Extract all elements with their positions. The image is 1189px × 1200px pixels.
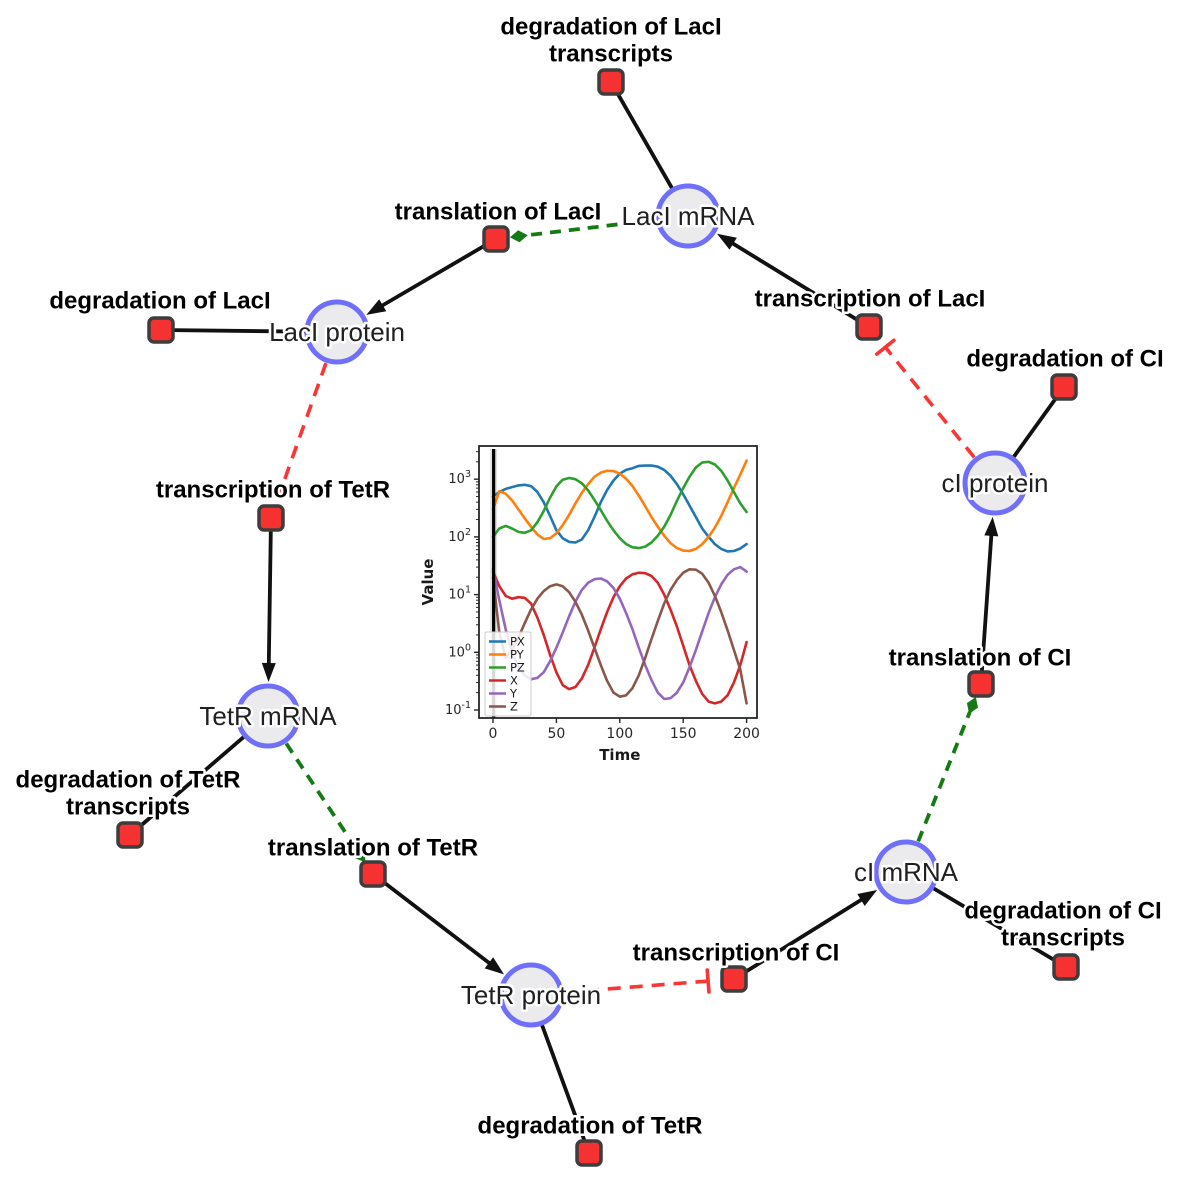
labels-layer: LacI mRNA LacI protein cI protein TetR mRNA… bbox=[13, 11, 1166, 1142]
species-node-ci-mrna bbox=[873, 839, 939, 905]
species-node-laci-protein bbox=[304, 299, 370, 365]
x-tick-label-100: 100 bbox=[606, 726, 633, 742]
edge-production-transcription-of-laci-to-laci-mrna bbox=[716, 233, 870, 329]
inhibition-tee-icon bbox=[874, 338, 896, 356]
reaction-label-transcription-of-laci-line1: transcription of LacI bbox=[755, 286, 986, 313]
reaction-label-translation-of-tetr-line1: translation of TetR bbox=[268, 835, 478, 862]
series-line-Y bbox=[491, 565, 748, 701]
inset-timecourse-chart: 0 50 100 150 20010-1100101102103TimeValuePXP… bbox=[419, 445, 760, 764]
edge-production-transcription-of-ci-to-ci-mrna bbox=[732, 889, 878, 981]
y-tick-label-10e2: 102 bbox=[448, 527, 471, 545]
inhibition-tee-icon bbox=[705, 968, 711, 994]
reaction-node-degradation-of-laci bbox=[147, 316, 175, 344]
species-label-ci-protein: cI protein bbox=[942, 468, 1049, 498]
reaction-label-transcription-of-ci-line1: transcription of CI bbox=[633, 940, 840, 967]
reaction-label-degradation-of-laci-transcripts-line1: degradation of LacI bbox=[500, 14, 721, 41]
diamond-arrowhead-icon bbox=[966, 697, 979, 714]
legend-label-Y: Y bbox=[509, 687, 518, 701]
reaction-node-translation-of-tetr bbox=[359, 860, 387, 888]
diamond-arrowhead-icon bbox=[509, 230, 528, 243]
species-label-ci-mrna: cI mRNA bbox=[854, 857, 959, 887]
x-tick-label-150: 150 bbox=[670, 726, 697, 742]
arrowhead-icon bbox=[366, 299, 387, 315]
reaction-node-degradation-of-ci-transcripts bbox=[1052, 953, 1080, 981]
species-node-ci-protein bbox=[962, 450, 1028, 516]
legend-label-PX: PX bbox=[510, 635, 525, 649]
edge-modifier-ci-mrna-to-translation-of-ci bbox=[916, 697, 979, 843]
x-tick-label-0: 0 bbox=[489, 726, 498, 742]
arrowhead-icon bbox=[857, 889, 878, 906]
inhibition-tee-icon bbox=[267, 488, 292, 499]
reaction-node-degradation-of-tetr-transcripts bbox=[116, 821, 144, 849]
reaction-label-transcription-of-tetr-line1: transcription of TetR bbox=[156, 477, 390, 504]
reaction-label-translation-of-laci-line1: translation of LacI bbox=[395, 199, 602, 226]
reaction-label-degradation-of-laci-line1: degradation of LacI bbox=[49, 288, 270, 315]
species-label-tetr-protein: TetR protein bbox=[461, 980, 601, 1010]
edge-production-transcription-of-tetr-to-tetr-mrna bbox=[261, 517, 276, 683]
legend-label-X: X bbox=[510, 674, 518, 688]
edge-production-translation-of-laci-to-laci-protein bbox=[366, 237, 497, 315]
y-tick-label-10e-1: 10-1 bbox=[445, 700, 471, 718]
diamond-arrowhead-icon bbox=[355, 847, 366, 863]
series-line-PY bbox=[491, 459, 748, 553]
nodes-layer bbox=[116, 68, 1080, 1167]
x-axis-label: Time bbox=[599, 746, 640, 764]
reaction-node-degradation-of-laci-transcripts bbox=[597, 68, 625, 96]
reaction-node-translation-of-ci bbox=[967, 670, 995, 698]
species-label-laci-mrna: LacI mRNA bbox=[622, 201, 756, 231]
arrowhead-icon bbox=[261, 662, 276, 683]
legend-label-Z: Z bbox=[510, 700, 518, 714]
edge-modifier-tetr-mrna-to-translation-of-tetr bbox=[284, 742, 366, 863]
y-tick-label-10e0: 100 bbox=[448, 642, 471, 660]
species-node-tetr-protein bbox=[498, 962, 564, 1028]
y-tick-label-10e1: 101 bbox=[448, 585, 471, 603]
species-node-laci-mrna bbox=[655, 183, 721, 249]
reaction-label-degradation-of-laci-transcripts-line2: transcripts bbox=[549, 41, 673, 68]
x-tick-label-50: 50 bbox=[547, 726, 565, 742]
reaction-node-transcription-of-tetr bbox=[257, 504, 285, 532]
y-axis-label: Value bbox=[419, 559, 437, 606]
reaction-label-degradation-of-ci-transcripts-line1: degradation of CI bbox=[964, 898, 1161, 925]
reaction-label-degradation-of-tetr-transcripts-line2: transcripts bbox=[66, 794, 190, 821]
reaction-node-transcription-of-ci bbox=[720, 965, 748, 993]
legend-label-PY: PY bbox=[510, 648, 525, 662]
arrowhead-icon bbox=[716, 233, 737, 250]
x-tick-label-200: 200 bbox=[733, 726, 760, 742]
edge-modifier-laci-mrna-to-translation-of-laci bbox=[509, 218, 656, 243]
edge-production-translation-of-ci-to-ci-protein bbox=[979, 516, 999, 685]
chart-frame bbox=[478, 445, 758, 719]
reaction-label-translation-of-ci-line1: translation of CI bbox=[889, 645, 1072, 672]
species-label-laci-protein: LacI protein bbox=[269, 317, 405, 347]
series-line-PZ bbox=[491, 460, 748, 550]
reaction-label-degradation-of-ci-line1: degradation of CI bbox=[966, 346, 1163, 373]
legend-label-PZ: PZ bbox=[510, 661, 525, 675]
species-label-tetr-mrna: TetR mRNA bbox=[199, 701, 337, 731]
reaction-node-translation-of-laci bbox=[482, 225, 510, 253]
edge-inhibition-laci-protein-to-transcription-of-tetr bbox=[267, 362, 328, 499]
arrowhead-icon bbox=[984, 516, 999, 537]
reaction-label-degradation-of-tetr-line1: degradation of TetR bbox=[478, 1113, 703, 1140]
series-line-Z bbox=[491, 567, 748, 705]
reaction-node-degradation-of-ci bbox=[1050, 373, 1078, 401]
reaction-label-degradation-of-tetr-transcripts-line1: degradation of TetR bbox=[16, 767, 241, 794]
species-node-tetr-mrna bbox=[235, 683, 301, 749]
chart-series-group bbox=[490, 449, 748, 718]
reaction-node-degradation-of-tetr bbox=[575, 1139, 603, 1167]
edge-production-translation-of-tetr-to-tetr-protein bbox=[371, 872, 505, 975]
reaction-label-degradation-of-ci-transcripts-line2: transcripts bbox=[1001, 925, 1125, 952]
y-tick-label-10e3: 103 bbox=[448, 469, 471, 487]
arrowhead-icon bbox=[484, 957, 505, 975]
edge-inhibition-ci-protein-to-transcription-of-laci bbox=[874, 338, 976, 459]
edge-inhibition-tetr-protein-to-transcription-of-ci bbox=[563, 968, 711, 995]
series-line-X bbox=[491, 570, 748, 705]
reaction-node-transcription-of-laci bbox=[855, 313, 883, 341]
